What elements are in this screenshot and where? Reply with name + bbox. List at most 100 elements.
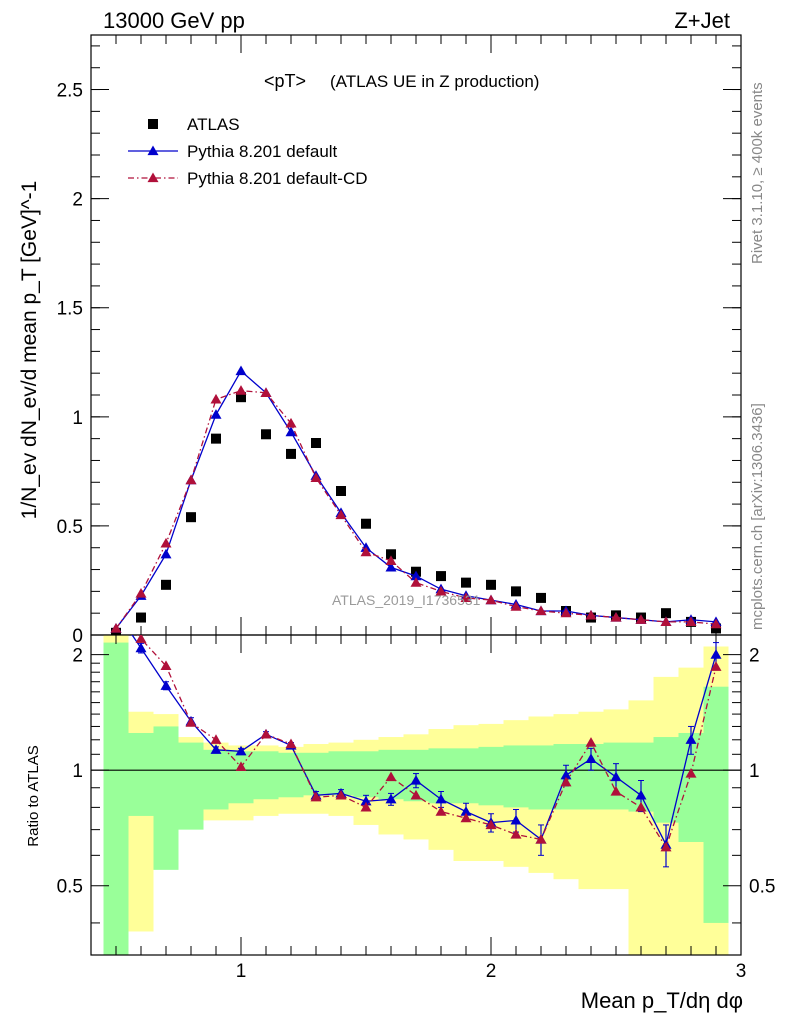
- ratio-default-point: [460, 806, 472, 816]
- default-cd-point: [135, 588, 147, 598]
- ratio-default-cd-point: [685, 768, 697, 778]
- chart-title: <pT>: [264, 71, 306, 91]
- series-line-1: [115, 369, 717, 629]
- y-tick-label: 2: [72, 190, 83, 211]
- ratio-tick-label: 0.5: [57, 877, 83, 898]
- ratio-default-cd-point: [660, 841, 672, 852]
- inner-band-bin: [453, 748, 479, 804]
- atlas-data-point: [536, 592, 546, 603]
- default-point: [210, 409, 222, 419]
- inner-band-bin: [253, 751, 279, 800]
- x-tick-label: 3: [736, 961, 747, 982]
- y-tick-label: 1.5: [57, 299, 83, 320]
- ratio-default-cd-point: [610, 785, 622, 796]
- default-cd-point: [210, 393, 222, 404]
- ratio-default-cd-point: [210, 734, 222, 744]
- legend-label: Pythia 8.201 default: [187, 142, 338, 161]
- default-point: [410, 570, 422, 581]
- outer-band-bin: [628, 700, 654, 955]
- default-cd-point: [485, 594, 497, 605]
- ratio-tick-label-right: 0.5: [749, 877, 775, 898]
- ratio-tick-label-right: 1: [749, 761, 760, 782]
- ratio-default-cd-point: [135, 635, 147, 643]
- ratio-series-layer: [111, 605, 722, 868]
- legend-label: ATLAS: [187, 115, 240, 134]
- ratio-default-cd-point: [360, 801, 372, 812]
- default-cd-point: [235, 385, 247, 395]
- default-point: [285, 426, 297, 437]
- inner-band-bin: [353, 751, 379, 798]
- default-cd-point: [660, 616, 672, 627]
- ratio-tick-label: 2: [72, 646, 83, 667]
- ratio-default-cd-point: [535, 833, 547, 844]
- x-tick-label: 1: [236, 961, 247, 982]
- inner-band-bin: [128, 732, 154, 816]
- analysis-watermark: ATLAS_2019_I1736531: [332, 592, 481, 608]
- default-cd-point: [685, 616, 697, 627]
- ratio-tick-label: 1: [72, 761, 83, 782]
- atlas-data-point: [136, 612, 146, 623]
- atlas-data-point: [336, 486, 346, 496]
- ratio-default-point: [435, 793, 447, 804]
- atlas-data-point: [361, 518, 371, 529]
- ratio-default-point: [610, 771, 622, 782]
- default-cd-point: [110, 622, 122, 633]
- ratio-default-point: [210, 744, 222, 754]
- main-panel: 0 0.5 1 1.5 2 2.5: [57, 34, 742, 647]
- atlas-data-point: [386, 549, 396, 560]
- default-cd-point: [635, 614, 647, 624]
- default-cd-point: [585, 609, 597, 620]
- inner-band-bin: [528, 745, 554, 810]
- inner-band-bin: [478, 746, 504, 806]
- default-cd-point: [335, 509, 347, 520]
- ratio-default-cd-point: [111, 605, 122, 615]
- atlas-data-point: [661, 608, 671, 619]
- y-tick-label: 1: [72, 408, 83, 429]
- default-cd-point: [535, 605, 547, 616]
- ratio-default-point: [385, 793, 397, 804]
- default-cd-point: [360, 546, 372, 557]
- default-cd-point: [510, 601, 522, 611]
- ratio-default-cd-point: [310, 791, 322, 802]
- legend: ATLAS Pythia 8.201 default Pythia 8.201 de…: [128, 115, 368, 188]
- ratio-default-cd-point: [585, 737, 597, 747]
- ratio-default-cd-point: [435, 806, 447, 816]
- ratio-default-point: [235, 745, 247, 756]
- legend-marker-atlas: [148, 119, 158, 129]
- ratio-default-cd-point: [710, 661, 722, 671]
- rivet-label: Rivet 3.1.10, ≥ 400k events: [749, 82, 766, 264]
- default-cd-point: [610, 612, 622, 622]
- inner-band-bin: [503, 745, 529, 808]
- ratio-default-point: [360, 795, 372, 806]
- ratio-default-cd-point: [260, 728, 272, 739]
- ratio-default-point: [710, 649, 722, 659]
- atlas-data-point: [286, 448, 296, 459]
- atlas-data-point: [161, 579, 171, 590]
- x-tick-label: 2: [486, 961, 497, 982]
- default-cd-point: [560, 607, 572, 618]
- atlas-data-point: [486, 579, 496, 590]
- y-tick-label: 0: [72, 626, 83, 647]
- default-point: [160, 548, 172, 559]
- ratio-default-point: [410, 774, 422, 785]
- ratio-default-cd-point: [560, 776, 572, 787]
- mcplots-label: mcplots.cern.ch [arXiv:1306.3436]: [749, 403, 766, 630]
- atlas-data-point: [511, 586, 521, 597]
- ratio-default-cd-point: [185, 717, 197, 727]
- legend-marker: [147, 145, 159, 156]
- ratio-panel: 1 2 3 0.5 0.5 1 1 2 2: [57, 634, 775, 982]
- default-point: [235, 365, 247, 376]
- default-cd-point: [710, 618, 722, 629]
- atlas-data-point: [236, 392, 246, 403]
- ratio-default-point: [585, 753, 597, 764]
- ratio-default-cd-point: [460, 812, 472, 823]
- atlas-data-point: [186, 512, 196, 523]
- ratio-axis-label: Ratio to ATLAS: [25, 745, 42, 846]
- default-cd-point: [410, 577, 422, 587]
- x-axis-label: Mean p_T/dη dφ: [581, 988, 743, 1013]
- inner-band-bin: [103, 642, 129, 955]
- default-cd-point: [385, 555, 397, 565]
- legend-label: Pythia 8.201 default-CD: [187, 169, 368, 188]
- atlas-data-point: [111, 627, 121, 638]
